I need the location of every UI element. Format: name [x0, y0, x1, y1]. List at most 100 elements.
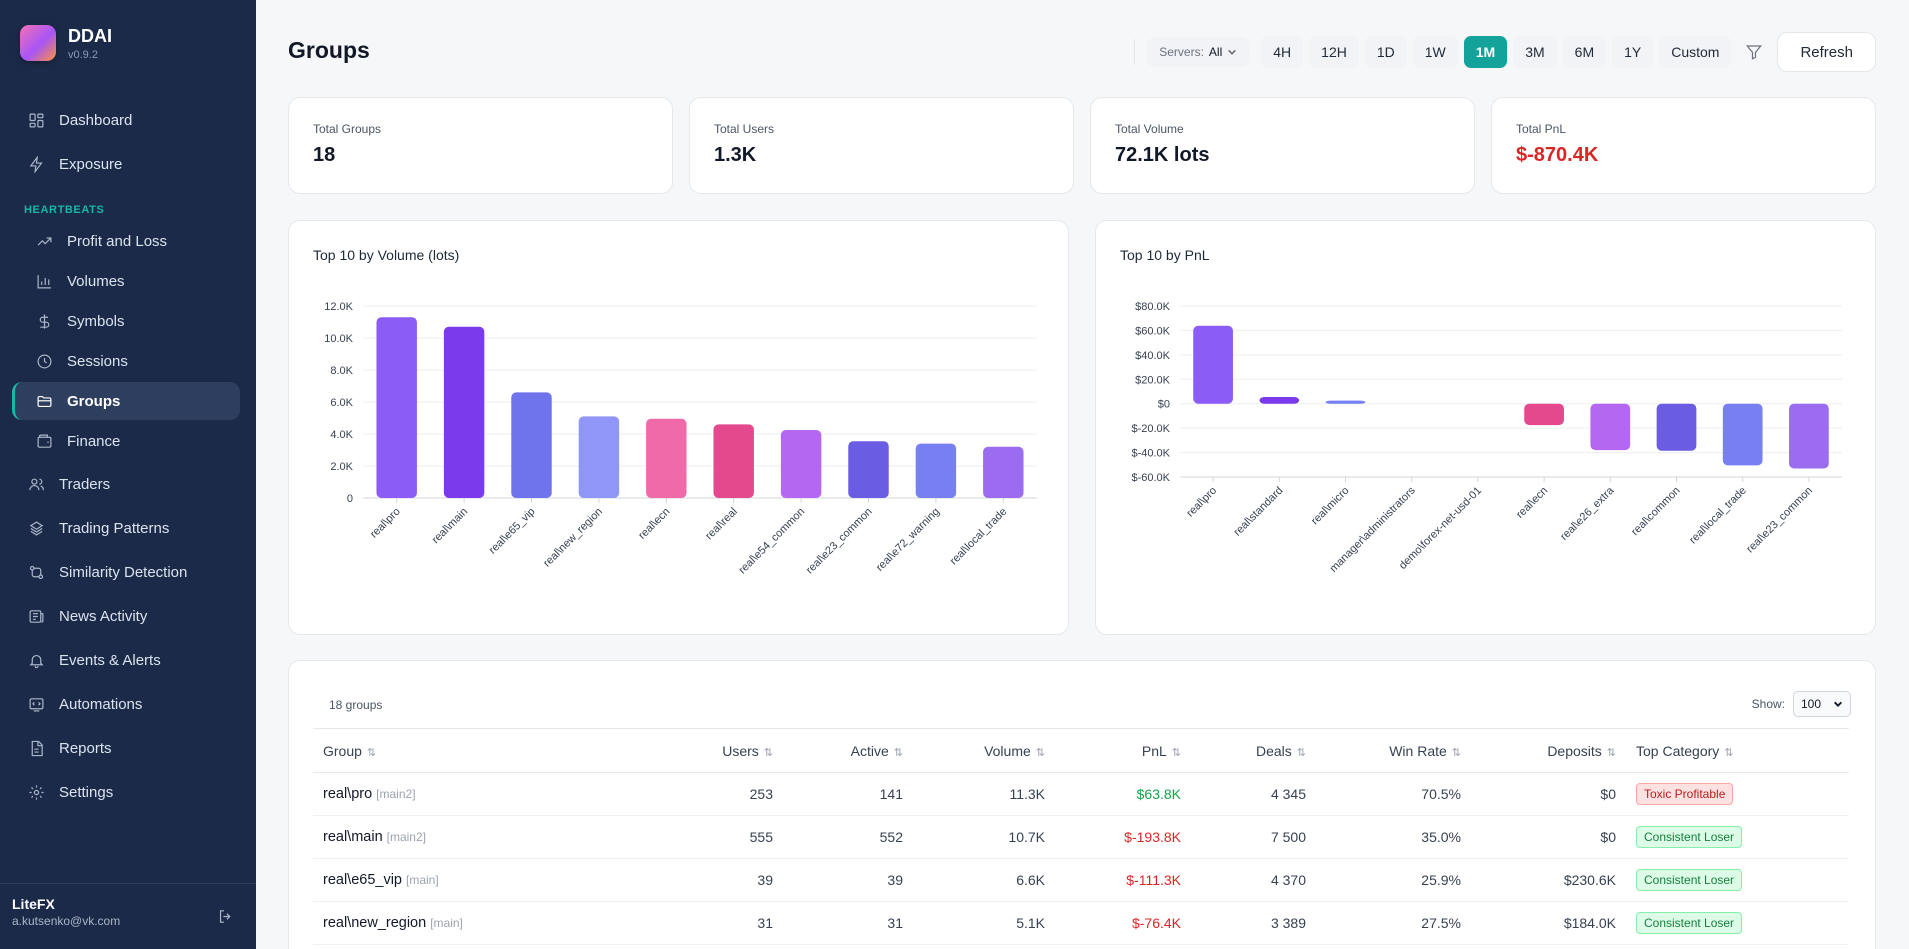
sidebar-item-label: Groups	[67, 392, 121, 410]
sidebar-item-label: Reports	[59, 739, 112, 757]
table-row[interactable]: real\e65_vip [main] 39 39 6.6K $-111.3K 4…	[313, 858, 1849, 902]
y-tick-label: $-20.0K	[1131, 423, 1170, 435]
range-1d[interactable]: 1D	[1364, 36, 1407, 68]
main-content: Groups Servers: All 4H 12H 1D 1W 1M 3M 6…	[256, 0, 1909, 949]
cell-active: 39	[783, 858, 913, 902]
sidebar-item-symbols[interactable]: Symbols	[12, 302, 240, 340]
x-tick-label: real\local_trade	[948, 506, 1010, 568]
bar[interactable]	[1325, 400, 1366, 404]
sidebar-item-news-activity[interactable]: News Activity	[12, 596, 240, 636]
bar[interactable]	[1259, 396, 1300, 404]
sidebar-item-settings[interactable]: Settings	[12, 772, 240, 812]
group-name: real\main	[323, 829, 383, 845]
page-size-select[interactable]: 100	[1793, 691, 1851, 717]
stat-card-total-groups: Total Groups 18	[288, 97, 673, 194]
sidebar-item-similarity-detection[interactable]: Similarity Detection	[12, 552, 240, 592]
column-header-volume[interactable]: Volume ⇅	[913, 728, 1055, 773]
chevron-down-icon	[1228, 49, 1237, 55]
sort-icon: ⇅	[1035, 746, 1045, 759]
column-header-users[interactable]: Users ⇅	[613, 728, 783, 773]
stat-card-total-volume: Total Volume 72.1K lots	[1090, 97, 1475, 194]
sidebar-item-sessions[interactable]: Sessions	[12, 342, 240, 380]
column-header-active[interactable]: Active ⇅	[783, 728, 913, 773]
sidebar-item-exposure[interactable]: Exposure	[12, 144, 240, 184]
bar[interactable]	[915, 443, 957, 498]
sidebar-item-traders[interactable]: Traders	[12, 464, 240, 504]
sidebar-item-reports[interactable]: Reports	[12, 728, 240, 768]
sidebar-item-label: Dashboard	[59, 111, 133, 129]
bar[interactable]	[713, 424, 754, 498]
column-header-top-category[interactable]: Top Category ⇅	[1626, 728, 1849, 773]
groups-count: 18 groups	[329, 698, 383, 712]
cell-volume: 10.7K	[913, 815, 1055, 859]
range-1w[interactable]: 1W	[1412, 36, 1458, 68]
column-header-pnl[interactable]: PnL ⇅	[1055, 728, 1191, 773]
bar[interactable]	[1789, 403, 1829, 469]
table-row[interactable]: real\new_region [main] 31 31 5.1K $-76.4K…	[313, 901, 1849, 945]
bar[interactable]	[443, 326, 485, 498]
sidebar-item-volumes[interactable]: Volumes	[12, 262, 240, 300]
brand[interactable]: DDAI v0.9.2	[20, 25, 112, 61]
bar[interactable]	[376, 317, 417, 498]
gear-icon	[29, 784, 44, 800]
column-header-win-rate[interactable]: Win Rate ⇅	[1316, 728, 1471, 773]
sidebar-item-events-alerts[interactable]: Events & Alerts	[12, 640, 240, 680]
show-label: Show:	[1751, 697, 1785, 711]
bar[interactable]	[646, 418, 687, 498]
x-tick-label: real\e23_common	[1744, 485, 1815, 556]
servers-label: Servers:	[1159, 45, 1204, 59]
refresh-button[interactable]: Refresh	[1777, 32, 1876, 72]
bar[interactable]	[1590, 403, 1631, 451]
cell-deals: 4 345	[1191, 772, 1316, 816]
table-row[interactable]: real\pro [main2] 253 141 11.3K $63.8K 4 3…	[313, 772, 1849, 816]
range-custom[interactable]: Custom	[1659, 36, 1732, 68]
range-1m[interactable]: 1M	[1463, 36, 1508, 68]
range-4h[interactable]: 4H	[1261, 36, 1304, 68]
column-header-deposits[interactable]: Deposits ⇅	[1471, 728, 1626, 773]
bar[interactable]	[1524, 403, 1564, 426]
bar[interactable]	[848, 441, 889, 498]
cell-deposits: $184.0K	[1471, 901, 1626, 945]
page-size-value: 100	[1801, 697, 1822, 711]
toolbar: Servers: All 4H 12H 1D 1W 1M 3M 6M 1Y Cu…	[1134, 32, 1876, 72]
bar[interactable]	[578, 416, 620, 498]
bar[interactable]	[983, 446, 1024, 498]
y-tick-label: 0	[347, 493, 353, 505]
sidebar-item-label: Symbols	[67, 312, 125, 330]
page-size-control: Show: 100	[1752, 691, 1851, 717]
column-header-deals[interactable]: Deals ⇅	[1191, 728, 1316, 773]
y-tick-label: 4.0K	[330, 429, 353, 441]
sort-icon: ⇅	[1724, 746, 1734, 759]
range-6m[interactable]: 6M	[1562, 36, 1607, 68]
bar[interactable]	[1722, 403, 1763, 466]
cell-win-rate: 25.9%	[1316, 858, 1471, 902]
sidebar-item-finance[interactable]: Finance	[12, 422, 240, 460]
range-12h[interactable]: 12H	[1309, 36, 1359, 68]
sidebar-item-dashboard[interactable]: Dashboard	[12, 100, 240, 140]
logout-icon[interactable]	[217, 908, 234, 925]
column-header-group[interactable]: Group ⇅	[313, 728, 613, 773]
sidebar-item-trading-patterns[interactable]: Trading Patterns	[12, 508, 240, 548]
bar[interactable]	[780, 430, 822, 498]
x-tick-label: real\ecn	[636, 506, 672, 542]
group-name: real\e65_vip	[323, 872, 402, 888]
sidebar-item-groups[interactable]: Groups	[12, 382, 240, 420]
stat-value: 1.3K	[714, 144, 757, 166]
bar[interactable]	[1193, 325, 1233, 404]
sidebar-item-automations[interactable]: Automations	[12, 684, 240, 724]
cell-win-rate: 70.5%	[1316, 772, 1471, 816]
chevron-down-icon	[1834, 701, 1842, 707]
sort-icon: ⇅	[1451, 746, 1461, 759]
sidebar-item-profit-and-loss[interactable]: Profit and Loss	[12, 222, 240, 260]
range-3m[interactable]: 3M	[1513, 36, 1557, 68]
bar[interactable]	[1656, 403, 1697, 451]
pattern-icon	[29, 520, 44, 536]
range-1y[interactable]: 1Y	[1612, 36, 1654, 68]
table-row[interactable]: real\main [main2] 555 552 10.7K $-193.8K …	[313, 815, 1849, 859]
cell-volume: 11.3K	[913, 772, 1055, 816]
servers-dropdown[interactable]: Servers: All	[1147, 37, 1250, 67]
bar[interactable]	[511, 392, 552, 498]
filter-icon[interactable]	[1745, 43, 1763, 61]
sort-icon: ⇅	[366, 746, 377, 759]
chart-title: Top 10 by Volume (lots)	[313, 247, 460, 263]
